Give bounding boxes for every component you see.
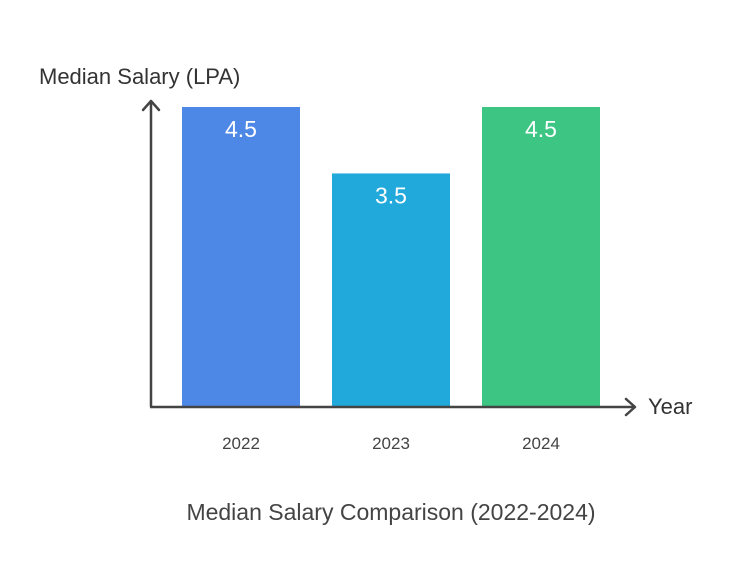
x-tick-label-2024: 2024 [522,434,560,453]
x-axis-title: Year [648,394,692,419]
bar-2023 [332,173,450,406]
x-tick-label-2022: 2022 [222,434,260,453]
axes-group [141,99,637,417]
bar-2024 [482,107,600,406]
bar-2022 [182,107,300,406]
bar-value-label-2022: 4.5 [225,116,257,142]
bars-group: 4.5 3.5 4.5 [182,107,600,406]
x-tick-labels: 2022 2023 2024 [222,434,560,453]
x-tick-label-2023: 2023 [372,434,410,453]
chart-title: Median Salary Comparison (2022-2024) [186,499,595,525]
bar-value-label-2023: 3.5 [375,182,407,208]
y-axis-arrow-icon [141,99,161,112]
x-axis-arrow-icon [624,397,637,417]
bar-value-label-2024: 4.5 [525,116,557,142]
y-axis-title: Median Salary (LPA) [39,64,240,89]
